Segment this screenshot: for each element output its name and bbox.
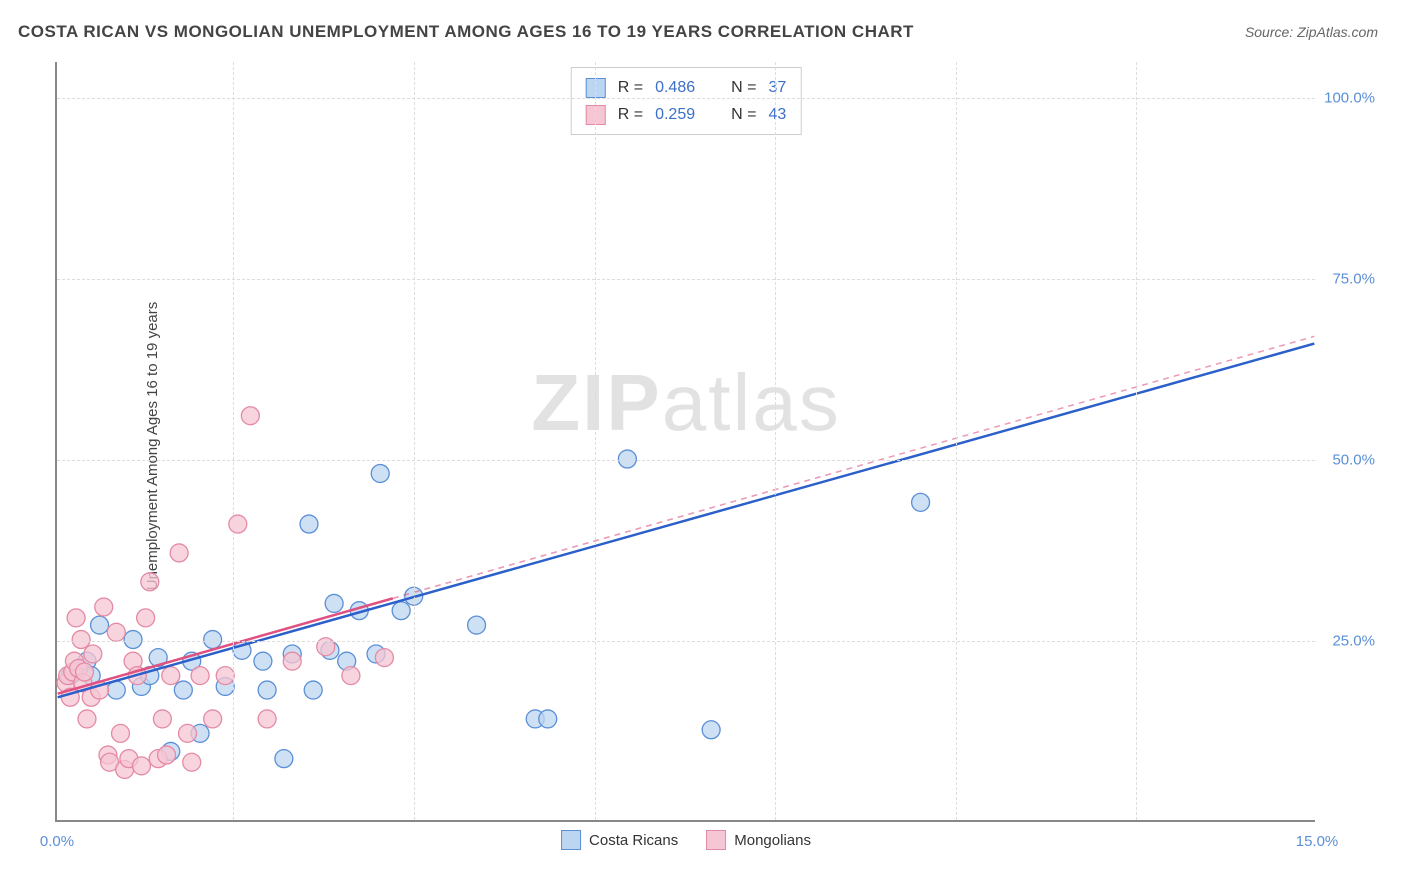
legend-swatch: [561, 830, 581, 850]
scatter-point: [158, 746, 176, 764]
scatter-point: [132, 757, 150, 775]
plot-svg: [57, 62, 1315, 820]
n-label: N =: [731, 74, 756, 101]
legend-label: Mongolians: [734, 832, 811, 849]
scatter-point: [912, 493, 930, 511]
gridline-v: [414, 62, 415, 820]
scatter-point: [392, 602, 410, 620]
scatter-point: [216, 667, 234, 685]
legend-swatch: [586, 78, 606, 98]
scatter-point: [258, 681, 276, 699]
scatter-point: [174, 681, 192, 699]
legend-item: Mongolians: [706, 830, 811, 850]
scatter-point: [72, 631, 90, 649]
gridline-h: [57, 641, 1315, 642]
scatter-point: [229, 515, 247, 533]
scatter-point: [254, 652, 272, 670]
y-tick-label: 50.0%: [1332, 452, 1375, 469]
gridline-v: [775, 62, 776, 820]
scatter-point: [304, 681, 322, 699]
scatter-point: [283, 652, 301, 670]
x-tick-label: 0.0%: [40, 833, 74, 850]
source-label: Source: ZipAtlas.com: [1245, 24, 1378, 40]
scatter-point: [241, 407, 259, 425]
gridline-h: [57, 460, 1315, 461]
n-value: 43: [768, 101, 786, 128]
y-tick-label: 25.0%: [1332, 633, 1375, 650]
scatter-point: [84, 645, 102, 663]
legend-label: Costa Ricans: [589, 832, 678, 849]
plot-area: ZIPatlas R =0.486N =37R =0.259N =43 Cost…: [55, 62, 1315, 822]
r-label: R =: [618, 74, 643, 101]
gridline-v: [1136, 62, 1137, 820]
gridline-h: [57, 98, 1315, 99]
trendline-dashed: [393, 336, 1315, 598]
n-value: 37: [768, 74, 786, 101]
scatter-point: [95, 598, 113, 616]
scatter-point: [162, 667, 180, 685]
scatter-point: [191, 667, 209, 685]
scatter-point: [275, 750, 293, 768]
scatter-point: [371, 465, 389, 483]
scatter-point: [112, 724, 130, 742]
r-value: 0.259: [655, 101, 695, 128]
scatter-point: [618, 450, 636, 468]
scatter-point: [67, 609, 85, 627]
scatter-point: [137, 609, 155, 627]
scatter-point: [258, 710, 276, 728]
y-tick-label: 75.0%: [1332, 271, 1375, 288]
gridline-v: [233, 62, 234, 820]
n-label: N =: [731, 101, 756, 128]
gridline-v: [956, 62, 957, 820]
gridline-v: [595, 62, 596, 820]
correlation-box: R = 0.486 N = 37 R = 0.259 N = 43: [571, 67, 802, 135]
scatter-point: [300, 515, 318, 533]
legend-swatch: [586, 105, 606, 125]
scatter-point: [75, 663, 93, 681]
scatter-point: [539, 710, 557, 728]
correlation-row: R = 0.259 N = 43: [586, 101, 787, 128]
r-value: 0.486: [655, 74, 695, 101]
scatter-point: [468, 616, 486, 634]
gridline-h: [57, 279, 1315, 280]
scatter-point: [204, 631, 222, 649]
legend-swatch: [706, 830, 726, 850]
scatter-point: [179, 724, 197, 742]
legend-item: Costa Ricans: [561, 830, 678, 850]
scatter-point: [325, 594, 343, 612]
r-label: R =: [618, 101, 643, 128]
scatter-point: [153, 710, 171, 728]
scatter-point: [91, 616, 109, 634]
correlation-row: R = 0.486 N = 37: [586, 74, 787, 101]
chart-title: COSTA RICAN VS MONGOLIAN UNEMPLOYMENT AM…: [18, 22, 914, 42]
scatter-point: [375, 649, 393, 667]
scatter-point: [204, 710, 222, 728]
scatter-point: [124, 631, 142, 649]
scatter-point: [183, 753, 201, 771]
scatter-point: [78, 710, 96, 728]
scatter-point: [107, 623, 125, 641]
scatter-point: [342, 667, 360, 685]
x-tick-label: 15.0%: [1296, 833, 1339, 850]
scatter-point: [702, 721, 720, 739]
scatter-point: [170, 544, 188, 562]
scatter-point: [141, 573, 159, 591]
bottom-legend: Costa Ricans Mongolians: [561, 830, 811, 850]
y-tick-label: 100.0%: [1324, 90, 1375, 107]
